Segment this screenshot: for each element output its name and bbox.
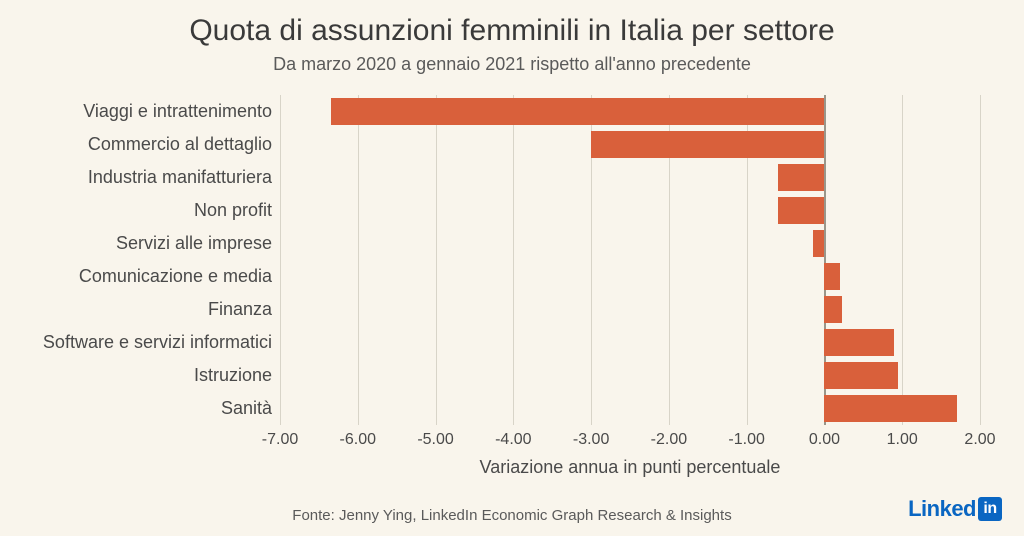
y-category-label: Servizi alle imprese <box>2 230 272 257</box>
logo-text: Linked <box>908 496 976 522</box>
y-category-label: Industria manifatturiera <box>2 164 272 191</box>
x-tick-label: -4.00 <box>495 431 531 449</box>
bar <box>824 395 956 422</box>
y-category-label: Istruzione <box>2 362 272 389</box>
bar <box>591 131 824 158</box>
chart-title: Quota di assunzioni femminili in Italia … <box>0 0 1024 48</box>
logo-in-box: in <box>978 497 1002 521</box>
x-tick-label: 2.00 <box>964 431 995 449</box>
source-text: Fonte: Jenny Ying, LinkedIn Economic Gra… <box>0 507 1024 524</box>
x-tick-label: 1.00 <box>887 431 918 449</box>
grid-line <box>436 95 437 425</box>
y-category-label: Commercio al dettaglio <box>2 131 272 158</box>
chart-subtitle: Da marzo 2020 a gennaio 2021 rispetto al… <box>0 54 1024 75</box>
bar <box>824 296 841 323</box>
grid-line <box>280 95 281 425</box>
x-tick-label: -3.00 <box>573 431 609 449</box>
bar <box>824 362 898 389</box>
grid-line <box>902 95 903 425</box>
bar <box>778 197 825 224</box>
bar <box>824 263 840 290</box>
x-axis-title: Variazione annua in punti percentuale <box>0 457 1024 478</box>
y-category-label: Sanità <box>2 395 272 422</box>
y-category-label: Finanza <box>2 296 272 323</box>
linkedin-logo: Linked in <box>908 496 1002 522</box>
bar <box>331 98 825 125</box>
grid-line <box>513 95 514 425</box>
bar <box>824 329 894 356</box>
y-category-label: Viaggi e intrattenimento <box>2 98 272 125</box>
x-tick-label: -2.00 <box>651 431 687 449</box>
x-tick-label: -5.00 <box>417 431 453 449</box>
y-category-label: Software e servizi informatici <box>2 329 272 356</box>
plot-area <box>280 95 980 425</box>
bar <box>813 230 825 257</box>
grid-line <box>980 95 981 425</box>
x-tick-label: -7.00 <box>262 431 298 449</box>
y-category-label: Comunicazione e media <box>2 263 272 290</box>
x-tick-label: -6.00 <box>340 431 376 449</box>
y-category-label: Non profit <box>2 197 272 224</box>
bar <box>778 164 825 191</box>
grid-line <box>358 95 359 425</box>
x-tick-label: -1.00 <box>728 431 764 449</box>
x-tick-label: 0.00 <box>809 431 840 449</box>
chart-area: Viaggi e intrattenimento Commercio al det… <box>0 95 1024 425</box>
